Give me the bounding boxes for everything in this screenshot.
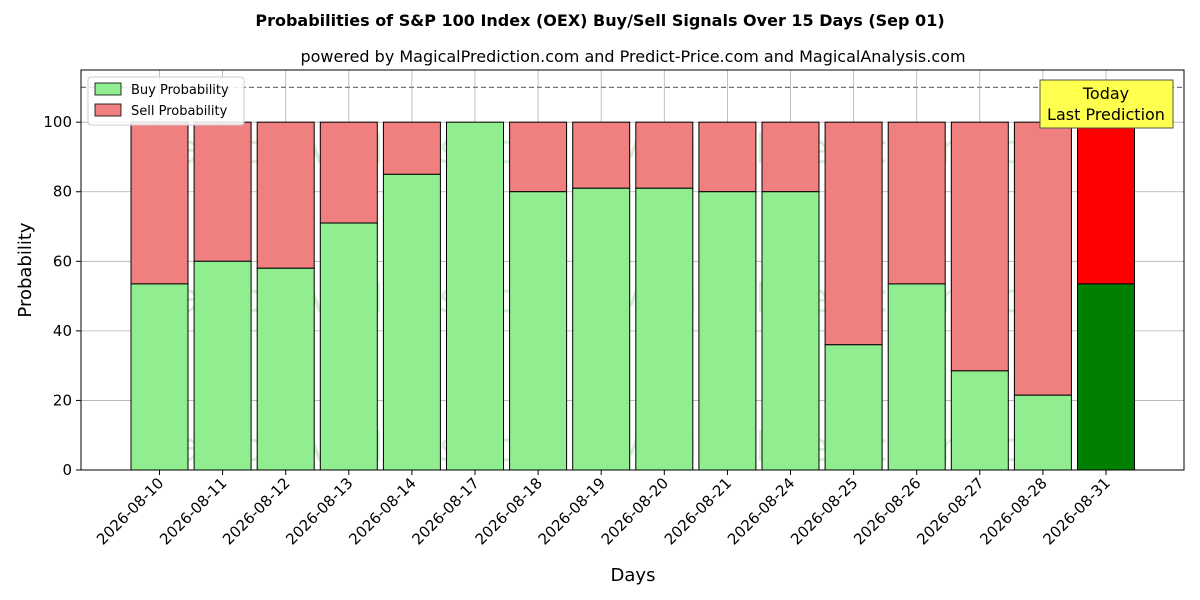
bar-buy <box>824 344 883 471</box>
annotation-box <box>1039 79 1174 129</box>
y-tick-label: 100 <box>43 113 72 131</box>
bar-sell <box>824 121 883 346</box>
x-tick-label: 2026-08-20 <box>598 474 672 548</box>
chart-subtitle: powered by MagicalPrediction.com and Pre… <box>300 47 965 66</box>
bar-sell <box>950 121 1009 372</box>
x-tick-label: 2026-08-25 <box>787 474 861 548</box>
bar-buy <box>256 267 315 471</box>
x-tick-label: 2026-08-31 <box>1039 474 1113 548</box>
legend-label-buy: Buy Probability <box>131 83 229 98</box>
x-tick-label: 2026-08-13 <box>282 474 356 548</box>
x-axis-label: Days <box>611 565 656 586</box>
y-axis: 0 20 40 60 80 100 <box>43 113 81 479</box>
x-tick-label: 2026-08-12 <box>219 474 293 548</box>
x-tick-label: 2026-08-24 <box>724 474 798 548</box>
bar-sell <box>382 121 441 175</box>
bar-sell <box>1013 121 1072 396</box>
bar-buy <box>1077 283 1135 471</box>
bar-buy <box>446 121 504 471</box>
bar-sell <box>761 121 820 193</box>
bar-buy <box>950 370 1009 471</box>
bar-buy <box>635 187 694 471</box>
x-tick-label: 2026-08-26 <box>850 474 924 548</box>
y-tick-label: 0 <box>62 461 72 479</box>
bar-sell <box>193 121 252 262</box>
x-tick-label: 2026-08-17 <box>408 474 482 548</box>
bar-sell <box>130 121 189 285</box>
bar-sell <box>887 121 946 285</box>
y-tick-label: 40 <box>53 322 72 340</box>
bar-buy <box>382 173 441 471</box>
x-tick-label: 2026-08-19 <box>535 474 609 548</box>
annotation-line1: Today <box>1082 84 1129 103</box>
bars <box>130 121 1135 471</box>
legend-swatch-buy <box>94 82 122 96</box>
x-tick-label: 2026-08-21 <box>661 474 735 548</box>
bar-sell <box>698 121 757 193</box>
bar-sell <box>256 121 315 269</box>
x-tick-label: 2026-08-28 <box>976 474 1050 548</box>
bar-buy <box>319 222 378 471</box>
legend: Buy Probability Sell Probability <box>87 76 245 126</box>
bar-buy <box>887 283 946 471</box>
bar-buy <box>572 187 631 471</box>
x-tick-label: 2026-08-11 <box>156 474 230 548</box>
bar-buy <box>509 191 568 471</box>
bar-buy <box>130 283 189 471</box>
x-tick-label: 2026-08-27 <box>913 474 987 548</box>
y-axis-label: Probability <box>15 222 36 317</box>
chart-title: Probabilities of S&P 100 Index (OEX) Buy… <box>255 11 944 30</box>
bar-sell <box>635 121 694 189</box>
legend-swatch-sell <box>94 103 122 117</box>
annotation-today: Today Last Prediction <box>1039 79 1174 129</box>
x-tick-label: 2026-08-18 <box>472 474 546 548</box>
y-tick-label: 60 <box>53 252 72 270</box>
plot-frame <box>80 69 1185 471</box>
x-tick-label: 2026-08-10 <box>93 474 167 548</box>
bar-sell <box>1077 121 1135 285</box>
y-tick-label: 80 <box>53 183 72 201</box>
y-tick-label: 20 <box>53 391 72 409</box>
legend-label-sell: Sell Probability <box>131 104 228 119</box>
bar-sell <box>572 121 631 189</box>
bar-buy <box>698 191 757 471</box>
bar-sell <box>509 121 568 193</box>
legend-box <box>87 76 245 126</box>
bar-sell <box>319 121 378 224</box>
annotation-line2: Last Prediction <box>1047 105 1165 124</box>
x-tick-label: 2026-08-14 <box>345 474 419 548</box>
bar-buy <box>761 191 820 471</box>
x-axis: 2026-08-102026-08-112026-08-122026-08-13… <box>93 470 1114 548</box>
bar-buy <box>193 260 252 471</box>
bar-buy <box>1013 394 1072 471</box>
